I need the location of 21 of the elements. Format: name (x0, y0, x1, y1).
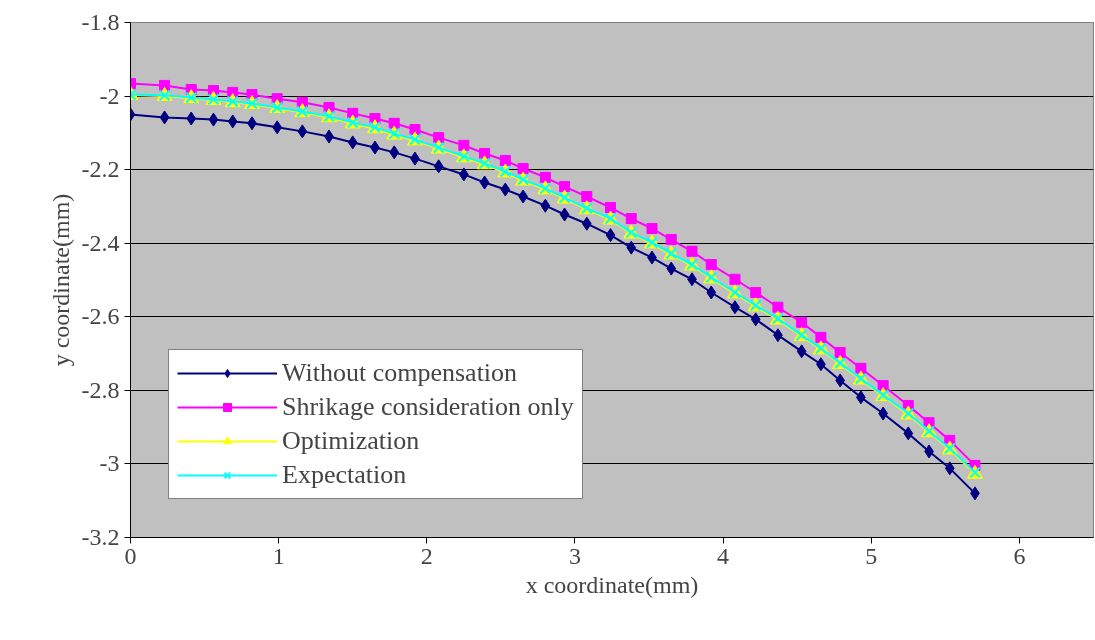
x-tick-label: 6 (1013, 542, 1026, 569)
legend-label: Shrikage consideration only (282, 392, 574, 422)
y-axis-title: y coordinate(mm) (47, 193, 74, 367)
x-tick-label: 1 (272, 542, 285, 569)
y-tick-label: -3.2 (81, 524, 120, 550)
y-tick-label: -3 (99, 450, 120, 477)
x-tick-label: 5 (865, 542, 878, 569)
legend-label: Without compensation (282, 358, 518, 388)
x-tick-label: 4 (717, 542, 730, 569)
legend-label: Optimization (282, 426, 420, 456)
y-tick-label: -2 (99, 82, 120, 109)
x-tick-label: 0 (124, 542, 137, 569)
x-tick-label: 3 (568, 542, 581, 569)
x-axis-title: x coordinate(mm) (525, 571, 699, 598)
y-tick-label: -2.8 (81, 376, 120, 403)
y-tick-label: -1.8 (81, 9, 120, 35)
y-tick-label: -2.6 (81, 303, 120, 330)
y-tick-label: -2.2 (81, 156, 120, 183)
x-tick-label: 2 (420, 542, 433, 569)
legend-label: Expectation (282, 460, 407, 490)
y-tick-label: -2.4 (81, 229, 120, 256)
